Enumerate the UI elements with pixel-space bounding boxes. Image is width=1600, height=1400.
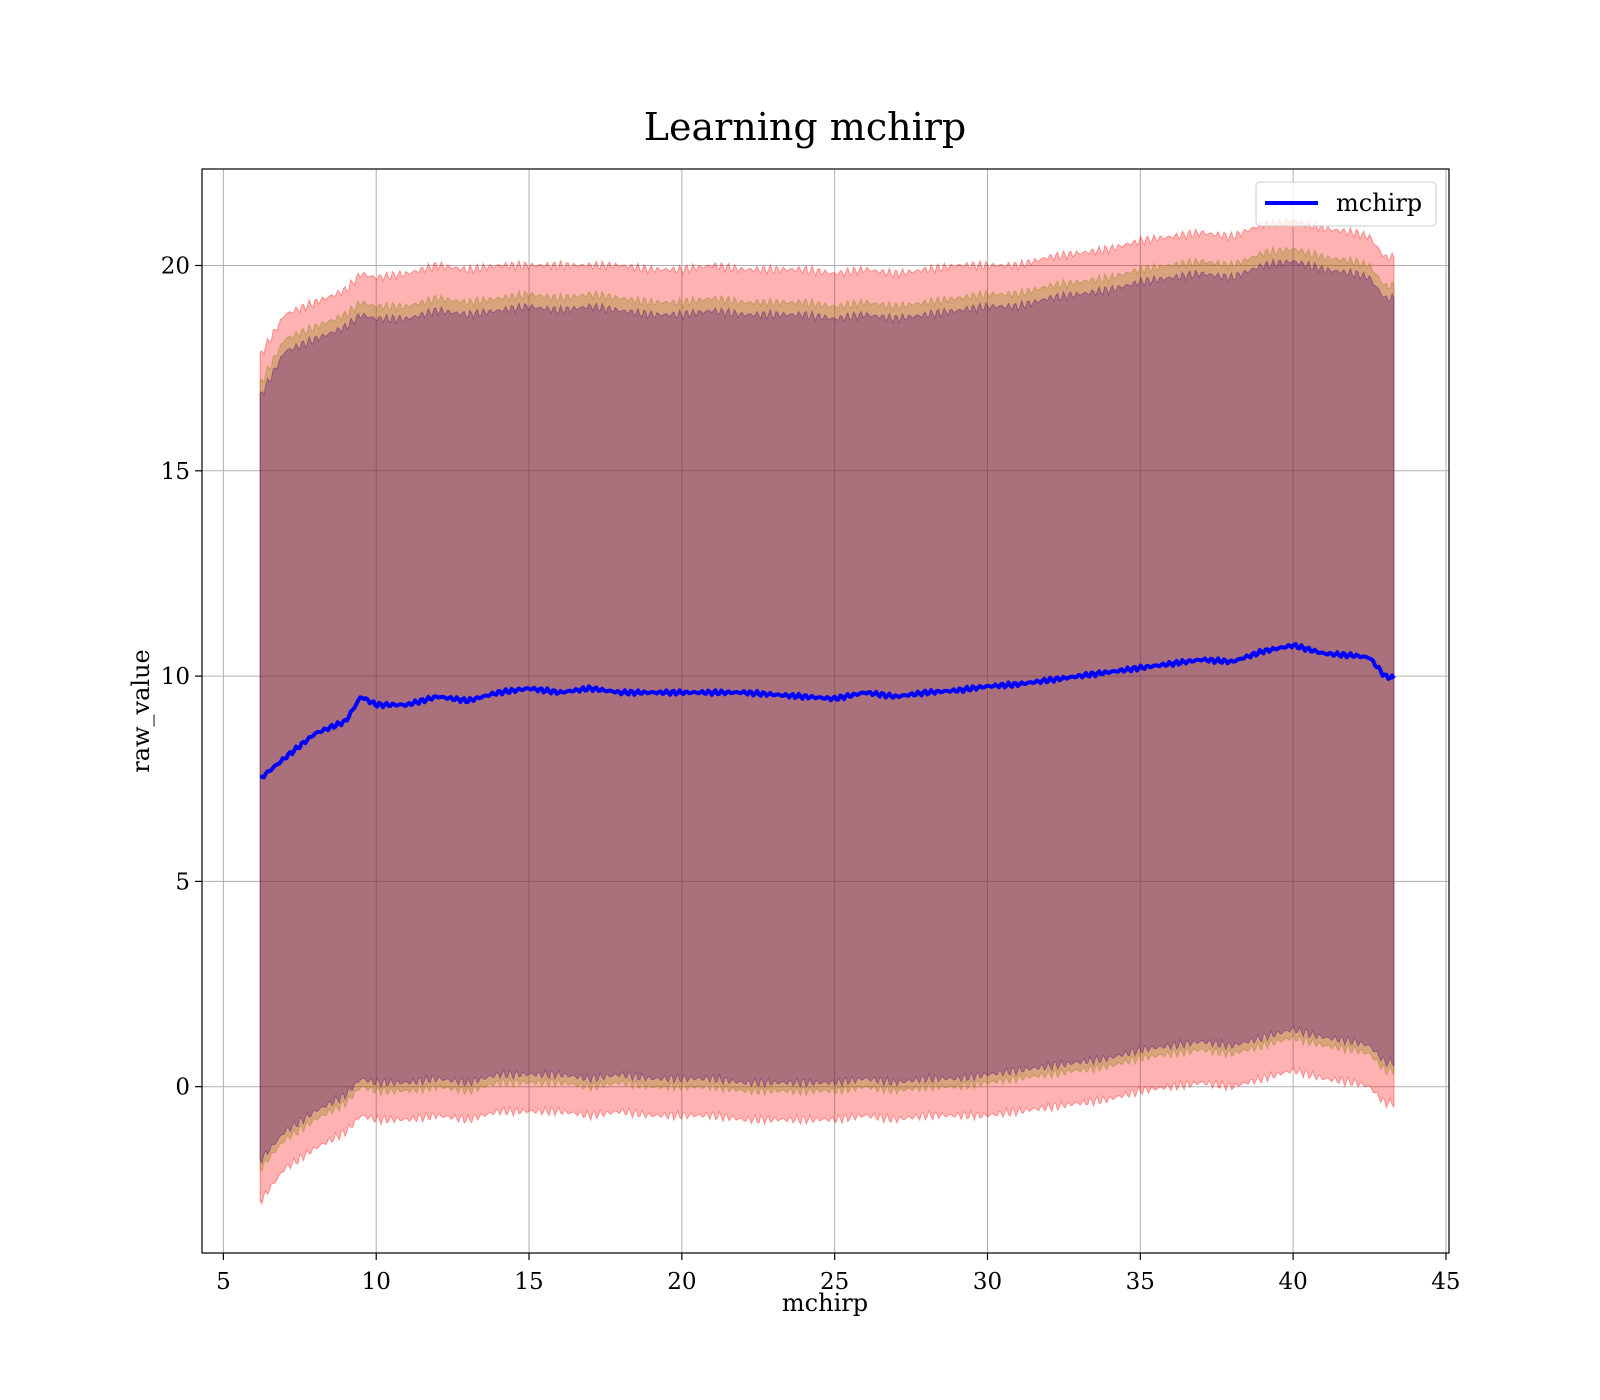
band-1 [259,245,1395,1173]
band-0 [259,216,1395,1205]
legend-label-mchirp: mchirp [1336,189,1422,217]
y-tick-label: 10 [161,664,190,690]
legend: mchirp [1255,181,1437,227]
series-lines [259,642,1396,780]
y-tick-label: 20 [161,253,190,279]
y-tick-label: 15 [161,459,190,485]
y-axis-ticks: 0 5 10 15 20 [161,253,202,1101]
plot-area [201,168,1450,1254]
confidence-bands [259,216,1395,1205]
y-tick-label: 0 [175,1075,190,1101]
x-tick-label: 25 [820,1269,849,1295]
x-tick-label: 10 [362,1269,391,1295]
x-tick-label: 45 [1431,1269,1460,1295]
x-tick-label: 30 [973,1269,1002,1295]
y-axis-label: raw_value [127,649,155,773]
x-axis-label: mchirp [782,1289,868,1317]
series-line-mchirp [259,642,1396,780]
legend-box [1255,181,1437,227]
x-tick-label: 35 [1126,1269,1155,1295]
x-tick-label: 40 [1278,1269,1307,1295]
plot-frame [201,168,1450,1254]
x-tick-label: 5 [216,1269,231,1295]
band-2 [259,257,1395,1165]
y-tick-label: 5 [175,869,190,895]
x-axis-ticks: 5 10 15 20 25 30 35 40 45 [216,1253,1461,1295]
chart-title: Learning mchirp [644,105,966,149]
grid [202,169,1449,1253]
x-tick-label: 20 [667,1269,696,1295]
x-tick-label: 15 [514,1269,543,1295]
